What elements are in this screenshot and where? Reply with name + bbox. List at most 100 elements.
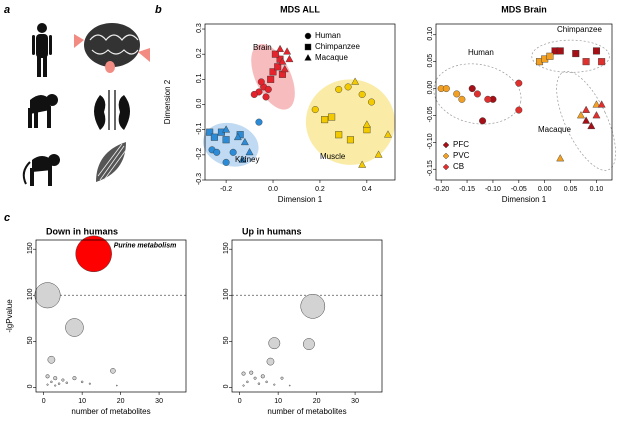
point <box>335 131 343 139</box>
chart-title: MDS Brain <box>501 4 547 14</box>
x-axis-label: number of metabolites <box>71 407 150 416</box>
point <box>582 105 591 113</box>
y-axis-label: -lgPvalue <box>5 299 14 333</box>
point <box>582 58 590 66</box>
legend-marker <box>304 43 312 51</box>
point <box>222 158 230 166</box>
point <box>255 118 263 126</box>
point <box>383 130 392 138</box>
y-tick-label: 150 <box>223 242 230 254</box>
bubble <box>242 384 245 387</box>
bubble <box>253 376 257 380</box>
bubble <box>115 384 118 387</box>
y-tick-label: 50 <box>223 336 230 344</box>
point <box>473 90 481 98</box>
point <box>597 100 606 108</box>
x-tick-label: 10 <box>274 398 282 405</box>
point <box>262 93 270 101</box>
bubble <box>45 374 50 379</box>
x-tick-label: 0.4 <box>362 186 372 193</box>
bubble <box>246 380 249 384</box>
chart-title: MDS ALL <box>280 4 320 14</box>
point <box>250 90 258 98</box>
bubble <box>266 357 275 366</box>
point <box>587 121 596 130</box>
point <box>238 155 247 163</box>
bubble <box>302 338 315 351</box>
y-tick-label: -0.2 <box>196 148 203 160</box>
point <box>222 136 230 144</box>
chimpanzee-icon <box>28 94 58 128</box>
point <box>271 50 279 58</box>
point <box>280 64 289 73</box>
point <box>453 90 461 98</box>
y-tick-label: 0.2 <box>196 48 203 58</box>
point <box>222 125 231 133</box>
point <box>592 111 601 119</box>
bubble <box>50 380 53 384</box>
bubble <box>288 384 291 387</box>
plot-frame <box>435 23 613 181</box>
bubble <box>34 282 61 309</box>
bubble <box>110 368 116 374</box>
point <box>210 133 218 141</box>
bubble <box>241 371 246 376</box>
point <box>592 47 600 55</box>
kidney-icon <box>94 90 130 130</box>
x-tick-label: 0.2 <box>315 186 325 193</box>
point <box>442 85 450 93</box>
point <box>484 95 492 103</box>
bubble <box>80 380 84 384</box>
bubble <box>65 381 69 385</box>
x-tick-label: -0.20 <box>433 186 449 193</box>
point <box>479 117 487 125</box>
point <box>358 90 366 98</box>
x-tick-label: 10 <box>78 398 86 405</box>
point <box>374 150 383 158</box>
legend-marker <box>442 163 450 171</box>
point <box>213 148 221 156</box>
x-tick-label: 0.05 <box>564 186 578 193</box>
brain-icon <box>74 23 150 73</box>
point <box>240 137 249 146</box>
bubble <box>54 384 57 387</box>
group-label: Muscle <box>320 152 346 161</box>
group-label: Human <box>468 48 494 57</box>
bubble <box>47 355 56 364</box>
point <box>368 98 376 106</box>
y-tick-label: -0.3 <box>196 173 203 185</box>
bubble <box>57 382 61 385</box>
legend-marker <box>304 53 312 61</box>
group-label: Kidney <box>235 155 259 164</box>
icons <box>22 23 150 186</box>
group-label: Brain <box>253 43 272 52</box>
bubble <box>260 374 265 379</box>
x-tick-label: 0.0 <box>268 186 278 193</box>
point <box>362 120 371 128</box>
point <box>233 132 242 141</box>
y-tick-label: 100 <box>223 288 230 300</box>
point <box>245 147 254 156</box>
plot-frame <box>35 239 187 393</box>
bubble <box>265 380 268 384</box>
x-tick-label: 30 <box>155 398 163 405</box>
point <box>278 57 287 65</box>
y-tick-label: 0 <box>27 384 34 388</box>
legend-marker <box>442 141 450 149</box>
point <box>335 85 343 93</box>
bubble <box>88 382 91 385</box>
bubble <box>53 376 58 381</box>
point <box>515 79 523 87</box>
group-label: Macaque <box>538 125 571 134</box>
x-axis-label: Dimension 1 <box>278 195 323 204</box>
x-tick-label: 0 <box>238 398 242 405</box>
bubble <box>46 383 49 386</box>
panel-label: b <box>155 4 162 16</box>
y-tick-label: 150 <box>27 242 34 254</box>
cluster-ellipse <box>433 63 522 125</box>
y-tick-label: 0.05 <box>427 54 434 68</box>
legend-marker <box>304 32 312 40</box>
point <box>264 85 272 93</box>
point <box>344 83 352 91</box>
